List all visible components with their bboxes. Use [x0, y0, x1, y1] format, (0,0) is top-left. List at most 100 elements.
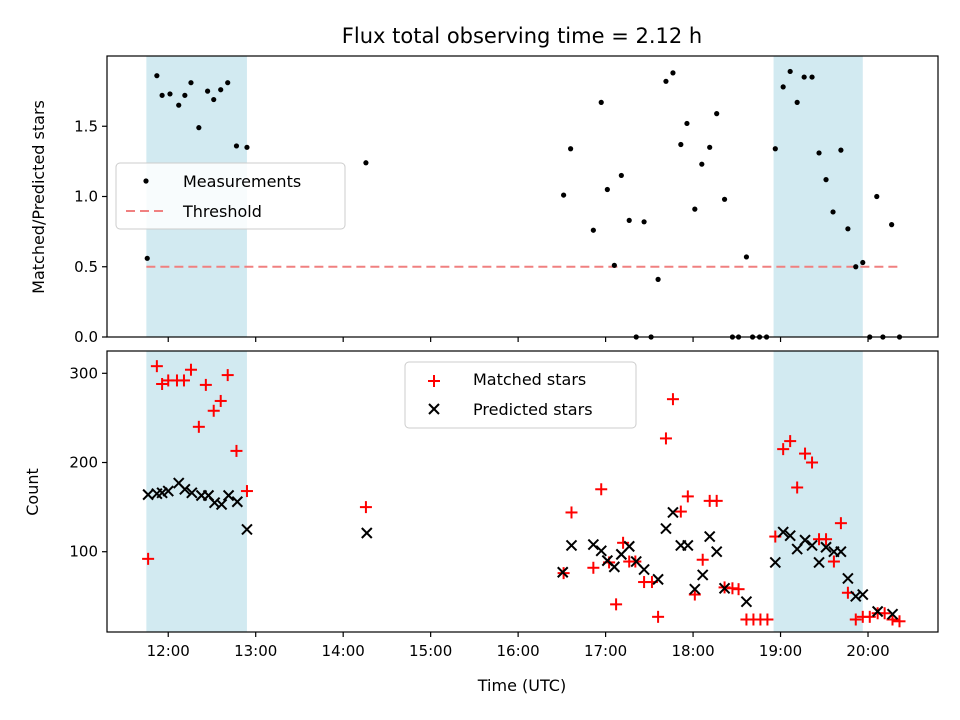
measurement-point [188, 80, 194, 86]
bottom-x-ticks: 12:00 13:00 14:00 15:00 16:00 17:00 18:00 19:00… [147, 632, 890, 660]
matched-star-point [710, 494, 723, 507]
measurement-point [772, 146, 778, 152]
matched-star-point [777, 443, 790, 456]
x-stroke [208, 496, 221, 509]
x-stroke [623, 540, 635, 553]
predicted-star-point [361, 527, 373, 539]
y-tick-label: 0.5 [74, 258, 98, 276]
measurement-point [787, 68, 793, 75]
matched-star-point [806, 456, 819, 469]
x-tick-label: 14:00 [322, 642, 365, 660]
x-tick-label: 12:00 [147, 642, 190, 660]
x-stroke [601, 554, 614, 567]
x-tick-label: 19:00 [759, 642, 802, 660]
y-tick-label: 200 [69, 454, 98, 472]
predicted-star-point [208, 496, 221, 509]
predicted-star-point [682, 539, 694, 552]
measurement-point [663, 78, 669, 84]
y-tick-label: 0.0 [74, 328, 98, 346]
x-stroke [361, 527, 373, 539]
matched-star-point [214, 394, 227, 407]
x-stroke [857, 588, 869, 601]
measurement-point [590, 227, 596, 233]
measurement-point [670, 70, 676, 76]
predicted-star-point [667, 506, 679, 519]
predicted-star-point [608, 561, 621, 573]
matched-star-point [199, 378, 212, 391]
measurement-point [860, 259, 866, 266]
predicted-star-point [718, 582, 731, 594]
predicted-star-point [799, 534, 811, 546]
x-stroke [813, 556, 825, 569]
matched-star-point [820, 533, 833, 546]
predicted-star-point [842, 572, 854, 585]
measurement-point [204, 88, 211, 94]
measurement-point [211, 96, 217, 103]
x-stroke [630, 555, 642, 568]
matched-star-point [240, 485, 253, 498]
predicted-star-point [806, 539, 818, 552]
measurement-point [780, 84, 786, 90]
legend-measurement-marker [143, 178, 149, 184]
predicted-star-point [660, 522, 672, 535]
measurement-point [838, 147, 844, 153]
matched-star-point [617, 536, 630, 549]
x-stroke [871, 605, 884, 618]
predicted-star-point [162, 485, 174, 497]
measurement-point [721, 196, 728, 202]
matched-star-point [681, 490, 694, 503]
predicted-star-point [689, 583, 701, 595]
predicted-star-point [595, 545, 607, 557]
measurement-point [154, 73, 160, 79]
predicted-star-point [215, 498, 228, 511]
x-stroke [557, 566, 569, 578]
predicted-star-point [557, 566, 569, 578]
matched-star-point [791, 481, 804, 494]
predicted-star-point [231, 496, 244, 508]
x-stroke [784, 529, 796, 542]
predicted-star-point [222, 489, 235, 502]
predicted-star-point [179, 483, 191, 495]
measurement-point [823, 177, 829, 183]
top-x-ticks [167, 337, 869, 342]
measurement-point [611, 262, 617, 268]
x-tick-label: 15:00 [409, 642, 452, 660]
x-stroke [710, 546, 723, 558]
x-stroke [173, 477, 185, 489]
count-points [142, 360, 906, 628]
measurement-point [196, 125, 202, 131]
legend-matched-marker [428, 375, 440, 387]
x-stroke [850, 590, 862, 603]
y-tick-label: 1.5 [74, 117, 98, 135]
matched-star-point [893, 615, 906, 628]
matched-star-point [674, 505, 687, 518]
measurement-point [604, 186, 610, 193]
y-tick-label: 1.0 [74, 188, 98, 206]
x-stroke [886, 608, 899, 620]
measurement-point [225, 80, 231, 86]
predicted-star-point [703, 530, 716, 543]
x-stroke [162, 485, 174, 497]
measurement-point [816, 150, 822, 156]
x-stroke [215, 498, 228, 511]
matched-star-point [863, 610, 876, 623]
predicted-star-point [623, 540, 635, 553]
bottom-y-axis-label: Count [23, 468, 42, 516]
matched-star-point [565, 506, 578, 519]
x-stroke [842, 572, 854, 585]
x-stroke [689, 583, 701, 595]
y-tick-label: 300 [69, 364, 98, 382]
matched-star-point [652, 610, 665, 623]
observing-window-span [773, 351, 863, 632]
x-stroke [791, 543, 803, 555]
top-y-ticks: 0.0 0.5 1.0 1.5 [74, 117, 107, 346]
measurement-point [363, 160, 369, 166]
bottom-axes-frame [106, 350, 939, 633]
matched-star-point [666, 393, 679, 406]
legend-measurements-label: Measurements [183, 172, 301, 191]
measurement-point [618, 172, 624, 179]
measurement-point [641, 219, 647, 225]
measurement-point [167, 91, 173, 97]
predicted-star-point [784, 529, 796, 542]
matched-star-point [784, 435, 797, 448]
